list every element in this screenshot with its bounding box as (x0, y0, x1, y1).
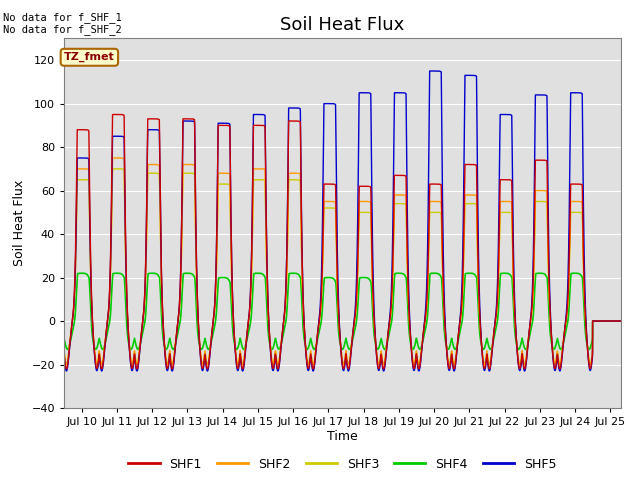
SHF4 (275, 347, 283, 352)
SHF1 (161, 353, 169, 359)
SHF5 (617, 318, 625, 324)
SHF3 (161, 350, 169, 356)
SHF5 (518, 353, 526, 359)
SHF3 (476, 315, 483, 321)
SHF4 (518, 336, 526, 342)
SHF2 (617, 318, 625, 324)
SHF3 (518, 349, 526, 355)
SHF2 (60, 348, 68, 354)
SHF5 (273, 365, 281, 371)
SHF4 (161, 345, 169, 351)
SHF5 (422, 295, 430, 300)
SHF4 (422, 322, 430, 328)
SHF3 (422, 308, 430, 313)
X-axis label: Time: Time (327, 430, 358, 443)
SHF4 (617, 318, 625, 324)
Text: No data for f_SHF_1
No data for f_SHF_2: No data for f_SHF_1 No data for f_SHF_2 (3, 12, 122, 36)
Line: SHF2: SHF2 (64, 158, 621, 364)
SHF5 (394, 90, 402, 96)
Title: Soil Heat Flux: Soil Heat Flux (280, 16, 404, 34)
Text: TZ_fmet: TZ_fmet (64, 52, 115, 62)
SHF1 (415, 366, 422, 372)
SHF1 (113, 112, 121, 118)
SHF4 (273, 342, 281, 348)
SHF5 (60, 352, 68, 358)
SHF4 (148, 270, 156, 276)
Legend: SHF1, SHF2, SHF3, SHF4, SHF5: SHF1, SHF2, SHF3, SHF4, SHF5 (124, 453, 561, 476)
SHF5 (430, 68, 438, 74)
SHF4 (394, 270, 402, 276)
SHF3 (617, 318, 625, 324)
Y-axis label: Soil Heat Flux: Soil Heat Flux (13, 180, 26, 266)
SHF3 (60, 348, 68, 354)
SHF2 (476, 314, 483, 320)
Line: SHF3: SHF3 (64, 169, 621, 364)
SHF2 (422, 306, 430, 312)
SHF1 (476, 311, 483, 317)
SHF2 (273, 359, 281, 364)
SHF3 (113, 166, 121, 172)
SHF1 (60, 351, 68, 357)
SHF2 (113, 155, 121, 161)
SHF2 (415, 361, 422, 367)
SHF5 (161, 355, 169, 360)
SHF1 (518, 352, 526, 358)
SHF5 (476, 301, 483, 307)
SHF2 (518, 349, 526, 355)
SHF1 (394, 172, 402, 178)
SHF3 (273, 359, 281, 364)
SHF4 (476, 329, 483, 335)
SHF1 (422, 305, 430, 311)
Line: SHF4: SHF4 (64, 273, 621, 349)
SHF1 (617, 318, 625, 324)
SHF5 (63, 368, 70, 374)
SHF2 (161, 350, 169, 356)
Line: SHF1: SHF1 (64, 115, 621, 369)
Line: SHF5: SHF5 (64, 71, 621, 371)
SHF1 (273, 363, 281, 369)
SHF4 (60, 336, 68, 341)
SHF3 (415, 361, 422, 367)
SHF3 (394, 201, 402, 206)
SHF2 (394, 192, 402, 198)
